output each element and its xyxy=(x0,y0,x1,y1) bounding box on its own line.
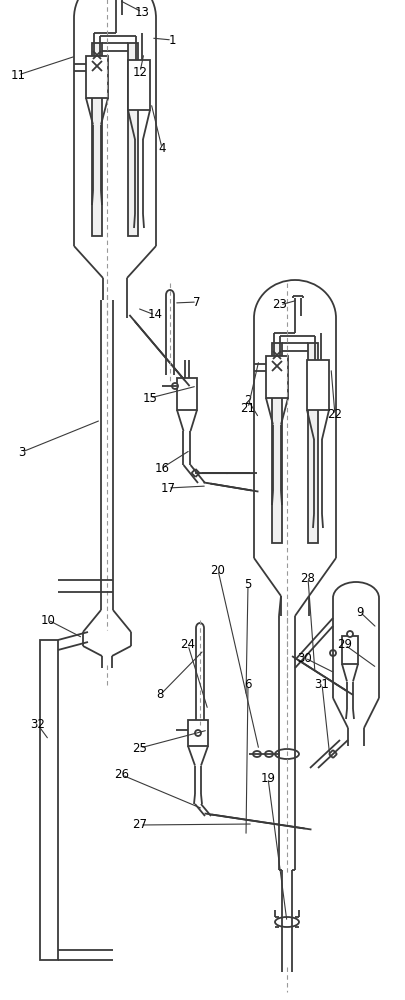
Text: 14: 14 xyxy=(147,308,162,322)
Text: 19: 19 xyxy=(260,772,275,784)
Bar xyxy=(341,636,357,664)
Bar xyxy=(40,640,58,960)
Text: 6: 6 xyxy=(244,678,251,692)
Text: 20: 20 xyxy=(210,564,225,576)
Text: 11: 11 xyxy=(11,69,26,82)
Text: 13: 13 xyxy=(134,6,149,19)
Ellipse shape xyxy=(172,383,177,389)
Text: 24: 24 xyxy=(180,638,195,652)
Text: 30: 30 xyxy=(297,652,311,664)
Text: 9: 9 xyxy=(355,605,363,618)
Text: 31: 31 xyxy=(314,678,328,690)
Text: 4: 4 xyxy=(158,142,165,155)
Text: 23: 23 xyxy=(272,298,287,312)
Bar xyxy=(128,60,149,110)
Bar xyxy=(86,56,108,98)
Text: 32: 32 xyxy=(30,718,45,731)
Bar xyxy=(177,378,196,410)
Text: 22: 22 xyxy=(327,408,342,422)
Text: 2: 2 xyxy=(244,393,251,406)
Text: 5: 5 xyxy=(244,578,251,591)
Text: 26: 26 xyxy=(114,768,129,782)
Text: 28: 28 xyxy=(300,572,315,584)
Text: 3: 3 xyxy=(18,446,26,458)
Ellipse shape xyxy=(274,749,298,759)
Ellipse shape xyxy=(274,917,298,927)
Text: 7: 7 xyxy=(193,296,200,308)
Ellipse shape xyxy=(194,730,200,736)
Text: 25: 25 xyxy=(132,741,147,754)
Ellipse shape xyxy=(329,650,335,656)
Bar xyxy=(92,43,102,236)
Text: 27: 27 xyxy=(132,818,147,831)
Bar xyxy=(306,360,328,410)
Text: 10: 10 xyxy=(40,613,55,626)
Text: 1: 1 xyxy=(168,34,175,47)
Bar xyxy=(271,343,281,543)
Text: 29: 29 xyxy=(337,638,352,652)
Bar xyxy=(265,356,287,398)
Ellipse shape xyxy=(346,631,352,637)
Ellipse shape xyxy=(264,751,272,757)
Ellipse shape xyxy=(252,751,260,757)
Text: 17: 17 xyxy=(160,482,175,494)
Text: 15: 15 xyxy=(142,391,157,404)
Text: 8: 8 xyxy=(156,688,163,702)
Text: 12: 12 xyxy=(132,66,147,79)
Bar xyxy=(307,343,317,543)
Bar xyxy=(128,43,138,236)
Bar xyxy=(188,720,207,746)
Text: 16: 16 xyxy=(154,462,169,475)
Text: 21: 21 xyxy=(240,401,255,414)
